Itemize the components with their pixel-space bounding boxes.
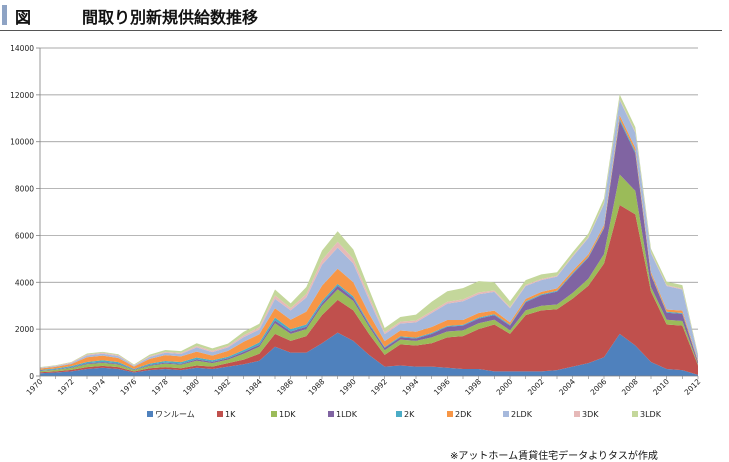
area-series bbox=[40, 100, 698, 369]
y-tick-label: 10000 bbox=[10, 138, 34, 147]
y-tick-label: 14000 bbox=[10, 44, 34, 53]
x-tick-label: 1982 bbox=[213, 377, 233, 397]
legend-swatch bbox=[147, 411, 153, 417]
x-tick-label: 1974 bbox=[87, 377, 107, 397]
y-tick-label: 6000 bbox=[15, 231, 34, 240]
area-series bbox=[40, 94, 698, 368]
legend-label: 3LDK bbox=[640, 410, 662, 419]
legend-swatch bbox=[503, 411, 509, 417]
x-tick-label: 2002 bbox=[526, 377, 546, 397]
area-series bbox=[40, 115, 698, 370]
x-tick-label: 1976 bbox=[119, 377, 139, 397]
x-tick-label: 1984 bbox=[244, 377, 264, 397]
legend-swatch bbox=[396, 411, 402, 417]
y-tick-label: 12000 bbox=[10, 91, 34, 100]
y-tick-label: 8000 bbox=[15, 185, 34, 194]
x-tick-label: 1998 bbox=[463, 377, 483, 397]
x-tick-label: 1996 bbox=[432, 377, 452, 397]
x-tick-label: 2008 bbox=[620, 377, 640, 397]
y-tick-label: 0 bbox=[29, 372, 34, 381]
legend-label: ワンルーム bbox=[155, 410, 195, 419]
x-tick-label: 1988 bbox=[307, 377, 327, 397]
legend-swatch bbox=[217, 411, 223, 417]
legend-label: 3DK bbox=[582, 410, 599, 419]
legend-swatch bbox=[328, 411, 334, 417]
legend-label: 1K bbox=[225, 410, 236, 419]
x-tick-label: 2004 bbox=[557, 377, 577, 397]
x-tick-label: 2010 bbox=[651, 377, 671, 397]
x-tick-label: 2000 bbox=[495, 377, 515, 397]
header-rule bbox=[0, 30, 722, 31]
legend-label: 2K bbox=[404, 410, 415, 419]
x-tick-label: 2012 bbox=[683, 377, 703, 397]
legend-swatch bbox=[574, 411, 580, 417]
figure-header: 図 間取り別新規供給数推移 bbox=[0, 0, 729, 32]
figure-title: 間取り別新規供給数推移 bbox=[82, 8, 259, 27]
legend-label: 2LDK bbox=[511, 410, 533, 419]
x-tick-label: 1990 bbox=[338, 377, 358, 397]
area-series bbox=[40, 204, 698, 375]
x-tick-label: 1986 bbox=[275, 377, 295, 397]
x-tick-label: 1978 bbox=[150, 377, 170, 397]
legend-label: 1DK bbox=[279, 410, 296, 419]
header-accent-bar bbox=[2, 5, 7, 25]
x-tick-label: 2006 bbox=[589, 377, 609, 397]
area-series bbox=[40, 332, 698, 376]
legend-label: 1LDK bbox=[336, 410, 358, 419]
source-note: ※アットホーム賃貸住宅データよりタスが作成 bbox=[450, 451, 658, 462]
figure-label: 図 bbox=[15, 8, 32, 27]
legend-swatch bbox=[271, 411, 277, 417]
area-series bbox=[40, 174, 698, 373]
legend-swatch bbox=[632, 411, 638, 417]
x-tick-label: 1972 bbox=[56, 377, 76, 397]
y-tick-label: 4000 bbox=[15, 278, 34, 287]
legend-label: 2DK bbox=[455, 410, 472, 419]
x-tick-label: 1994 bbox=[401, 377, 421, 397]
area-series bbox=[40, 99, 698, 369]
x-tick-label: 1970 bbox=[25, 377, 45, 397]
legend-swatch bbox=[447, 411, 453, 417]
x-tick-label: 1980 bbox=[181, 377, 201, 397]
chart-area: 0 2000 4000 6000 8000 10000 12000 14000 1970 1972… bbox=[0, 36, 729, 431]
y-tick-label: 2000 bbox=[15, 325, 34, 334]
stacked-area-chart: 0 2000 4000 6000 8000 10000 12000 14000 1970 1972… bbox=[10, 44, 703, 419]
x-tick-label: 1992 bbox=[369, 377, 389, 397]
